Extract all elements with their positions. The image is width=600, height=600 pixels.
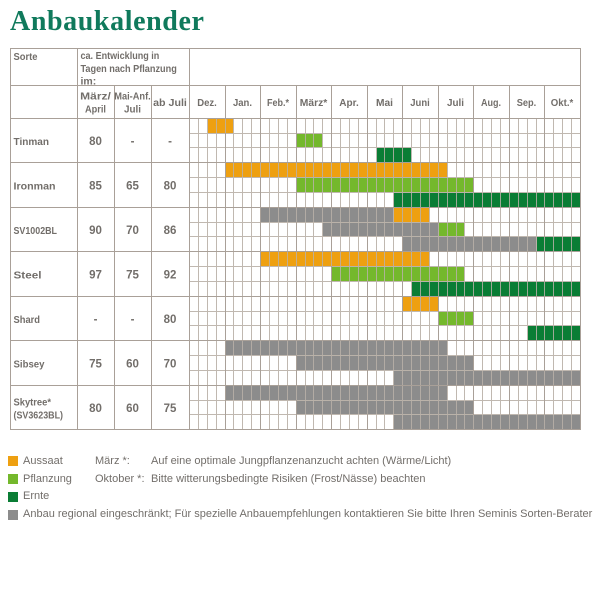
svg-text:Sep.: Sep. [517, 97, 537, 109]
svg-text:Skytree*: Skytree* [14, 397, 52, 409]
svg-text:Mai: Mai [376, 97, 393, 109]
svg-text:85: 85 [89, 181, 102, 193]
svg-text:Apr.: Apr. [339, 97, 359, 109]
svg-text:80: 80 [164, 181, 177, 193]
svg-text:Tagen nach Pflanzung: Tagen nach Pflanzung [81, 63, 177, 75]
svg-text:75: 75 [164, 403, 177, 415]
svg-text:ca. Entwicklung in: ca. Entwicklung in [81, 50, 160, 62]
svg-text:Steel: Steel [14, 270, 42, 282]
svg-text:Aug.: Aug. [481, 97, 501, 109]
svg-text:ab Juli: ab Juli [153, 97, 187, 109]
svg-text:-: - [94, 314, 98, 326]
svg-text:90: 90 [89, 225, 102, 237]
svg-text:Juli: Juli [124, 104, 141, 116]
svg-text:Mai-Anf.: Mai-Anf. [114, 91, 151, 103]
svg-text:65: 65 [126, 181, 139, 193]
svg-text:-: - [131, 136, 135, 148]
svg-text:70: 70 [164, 359, 177, 371]
svg-text:SV1002BL: SV1002BL [14, 225, 58, 237]
svg-text:Shard: Shard [14, 314, 41, 326]
svg-text:im:: im: [81, 76, 97, 88]
svg-text:(SV3623BL): (SV3623BL) [14, 410, 64, 422]
svg-text:75: 75 [89, 359, 102, 371]
svg-text:80: 80 [164, 314, 177, 326]
svg-text:86: 86 [164, 225, 177, 237]
svg-text:Dez.: Dez. [197, 97, 217, 109]
svg-text:Tinman: Tinman [14, 136, 50, 148]
svg-text:Jan.: Jan. [233, 97, 252, 109]
svg-text:April: April [85, 104, 106, 116]
svg-text:März/: März/ [80, 91, 111, 103]
svg-text:-: - [131, 314, 135, 326]
svg-text:80: 80 [89, 403, 102, 415]
svg-text:-: - [168, 136, 172, 148]
svg-text:Ironman: Ironman [14, 181, 56, 193]
svg-text:97: 97 [89, 270, 102, 282]
svg-text:Sibsey: Sibsey [14, 359, 45, 371]
svg-text:Juni: Juni [410, 97, 430, 109]
svg-text:Juli: Juli [447, 97, 464, 109]
svg-text:60: 60 [126, 359, 139, 371]
svg-text:Sorte: Sorte [14, 51, 38, 63]
svg-text:Feb.*: Feb.* [267, 97, 290, 109]
svg-text:70: 70 [126, 225, 139, 237]
svg-text:60: 60 [126, 403, 139, 415]
svg-text:80: 80 [89, 136, 102, 148]
svg-text:März*: März* [300, 97, 328, 109]
svg-text:Okt.*: Okt.* [551, 97, 574, 109]
svg-text:75: 75 [126, 270, 139, 282]
svg-text:92: 92 [164, 270, 177, 282]
